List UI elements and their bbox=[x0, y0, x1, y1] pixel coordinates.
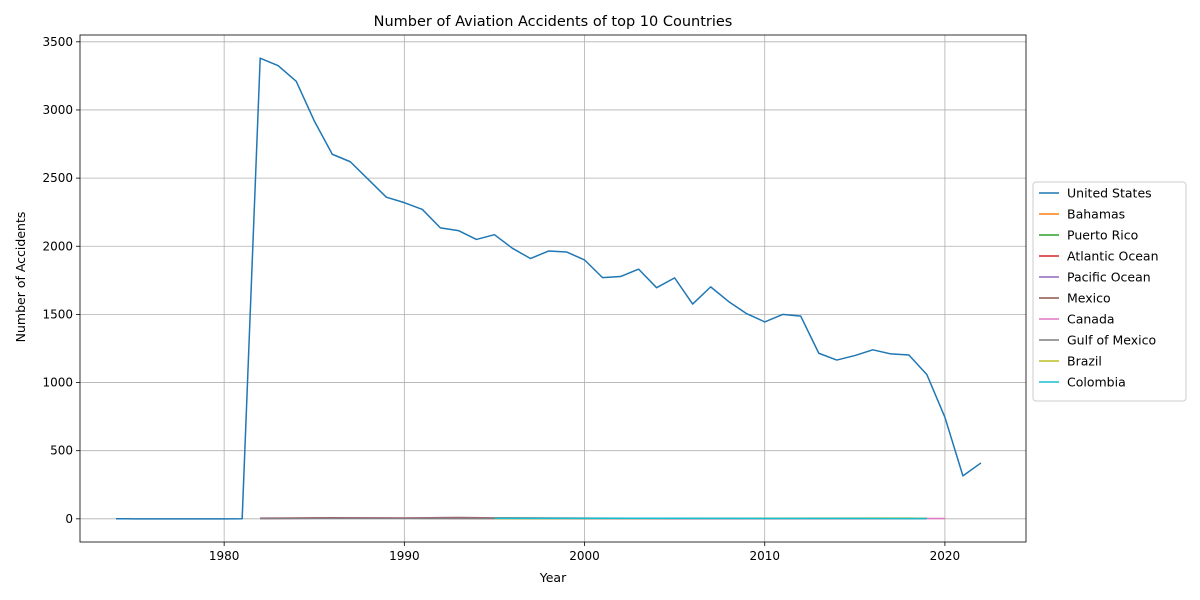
legend-label: Bahamas bbox=[1067, 207, 1125, 222]
x-tick-label: 2000 bbox=[569, 549, 600, 563]
legend-label: Pacific Ocean bbox=[1067, 270, 1151, 285]
y-tick-label: 1500 bbox=[42, 307, 73, 321]
y-tick-label: 3000 bbox=[42, 103, 73, 117]
x-axis-title: Year bbox=[539, 570, 567, 585]
y-tick-label: 3500 bbox=[42, 35, 73, 49]
legend-label: United States bbox=[1067, 186, 1152, 201]
plot-frame bbox=[79, 34, 1027, 543]
chart-title: Number of Aviation Accidents of top 10 C… bbox=[374, 14, 733, 30]
legend-label: Colombia bbox=[1067, 375, 1126, 390]
x-tick-label: 2010 bbox=[749, 549, 780, 563]
y-tick-label: 1000 bbox=[42, 376, 73, 390]
legend-label: Puerto Rico bbox=[1067, 228, 1138, 243]
legend-box bbox=[1032, 181, 1187, 402]
legend-label: Canada bbox=[1067, 312, 1115, 327]
y-tick-label: 500 bbox=[50, 444, 73, 458]
y-tick-label: 2500 bbox=[42, 171, 73, 185]
legend-label: Brazil bbox=[1067, 354, 1102, 369]
y-axis-title: Number of Accidents bbox=[13, 212, 28, 343]
y-tick-label: 2000 bbox=[42, 239, 73, 253]
grid bbox=[80, 35, 1026, 542]
legend-label: Gulf of Mexico bbox=[1067, 333, 1156, 348]
legend-label: Atlantic Ocean bbox=[1067, 249, 1159, 264]
series-lines bbox=[116, 57, 982, 520]
y-tick-label: 0 bbox=[65, 512, 73, 526]
legend-label: Mexico bbox=[1067, 291, 1111, 306]
x-tick-label: 1990 bbox=[389, 549, 420, 563]
axis-ticks: 1980 1990 2000 2010 2020 0 500 1000 1500 2000 2500… bbox=[42, 35, 960, 563]
x-tick-label: 2020 bbox=[930, 549, 961, 563]
legend: United States Bahamas Puerto Rico Atlantic … bbox=[1032, 181, 1187, 402]
x-tick-label: 1980 bbox=[209, 549, 240, 563]
series-line-united-states bbox=[116, 57, 982, 520]
